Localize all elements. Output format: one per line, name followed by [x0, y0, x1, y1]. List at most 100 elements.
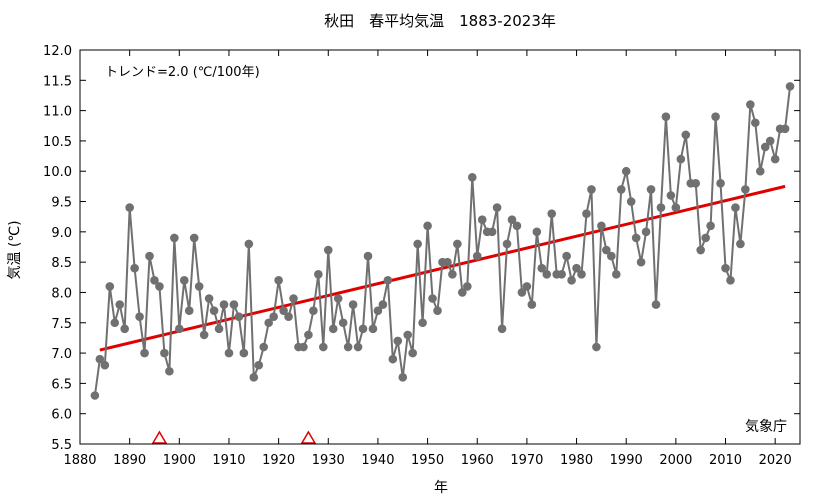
data-point	[358, 324, 368, 334]
data-point	[244, 239, 254, 249]
data-point	[701, 233, 710, 243]
data-point	[214, 324, 224, 334]
data-point	[706, 221, 715, 231]
data-point	[423, 221, 432, 231]
data-point	[626, 197, 636, 206]
data-point	[239, 348, 249, 358]
data-point	[443, 257, 452, 267]
data-point	[338, 318, 348, 328]
data-point	[388, 354, 398, 364]
data-point	[368, 324, 378, 334]
data-point	[532, 227, 542, 237]
data-point	[348, 300, 358, 309]
x-tick-label: 2000	[659, 453, 692, 468]
series-layer	[90, 82, 795, 400]
data-point	[567, 276, 576, 285]
data-point	[333, 294, 343, 303]
data-point	[363, 251, 373, 261]
x-tick-label: 1970	[510, 453, 543, 468]
chart-title: 秋田 春平均気温 1883-2023年	[324, 12, 556, 30]
data-point	[572, 263, 581, 273]
y-tick-label: 11.0	[43, 105, 72, 120]
source-label: 気象庁	[745, 419, 787, 435]
data-point	[155, 282, 164, 291]
data-point	[537, 263, 547, 273]
data-point	[95, 354, 105, 364]
data-point	[150, 276, 159, 285]
data-point	[597, 221, 606, 231]
x-tick-label: 1950	[411, 453, 444, 468]
data-point	[279, 306, 288, 315]
data-point	[463, 282, 472, 291]
data-point	[458, 288, 467, 297]
data-point	[602, 245, 611, 255]
data-point	[785, 82, 795, 91]
data-point	[209, 306, 219, 315]
data-point	[651, 300, 661, 309]
x-tick-label: 1940	[361, 453, 394, 468]
data-point	[696, 245, 705, 255]
data-point	[408, 348, 417, 358]
data-point	[373, 306, 383, 315]
data-point	[120, 324, 129, 334]
data-point	[577, 269, 586, 279]
y-tick-label: 5.5	[51, 438, 72, 453]
x-tick-label: 2010	[709, 453, 742, 468]
x-tick-label: 1990	[610, 453, 643, 468]
data-point	[741, 185, 750, 194]
data-point	[681, 130, 691, 140]
data-point	[403, 330, 413, 340]
data-point	[204, 294, 214, 303]
y-tick-label: 8.5	[51, 256, 72, 271]
data-point	[507, 215, 517, 225]
data-point	[676, 154, 686, 164]
data-point	[477, 215, 487, 225]
trend-annotation: トレンド=2.0 (℃/100年)	[105, 65, 260, 80]
data-point	[249, 373, 259, 382]
data-point	[264, 318, 273, 328]
data-point	[671, 203, 681, 212]
data-point	[323, 245, 333, 255]
data-point	[760, 142, 770, 152]
y-tick-label: 9.0	[51, 226, 72, 241]
data-point	[254, 360, 264, 370]
data-point	[661, 112, 671, 121]
data-point	[631, 233, 641, 243]
data-point	[587, 185, 596, 194]
y-tick-label: 8.0	[51, 286, 72, 301]
data-point	[433, 306, 442, 315]
data-point	[219, 300, 229, 309]
data-point	[110, 318, 120, 328]
data-point	[607, 251, 616, 261]
data-point	[140, 348, 149, 358]
data-point	[125, 203, 134, 212]
data-point	[557, 269, 566, 279]
marker-layer	[151, 430, 317, 444]
data-point	[656, 203, 666, 212]
data-point	[145, 251, 154, 261]
data-point	[160, 348, 169, 358]
x-tick-label: 1890	[113, 453, 146, 468]
data-point	[165, 366, 174, 376]
data-point	[621, 166, 631, 176]
data-point	[130, 263, 139, 273]
x-tick-label: 1910	[212, 453, 245, 468]
data-point	[199, 330, 209, 340]
data-point	[269, 312, 278, 322]
data-point	[259, 342, 269, 352]
relocation-marker	[151, 430, 168, 444]
plot-frame	[79, 49, 801, 445]
data-point	[299, 342, 308, 352]
data-point	[467, 172, 477, 182]
y-tick-label: 6.5	[51, 377, 72, 392]
data-point	[398, 373, 408, 382]
data-point	[636, 257, 646, 267]
data-point	[418, 318, 427, 328]
x-tick-label: 1930	[312, 453, 345, 468]
data-point	[736, 239, 745, 249]
data-point	[746, 100, 755, 109]
data-point	[353, 342, 363, 352]
data-point	[224, 348, 234, 358]
data-point	[194, 282, 204, 291]
